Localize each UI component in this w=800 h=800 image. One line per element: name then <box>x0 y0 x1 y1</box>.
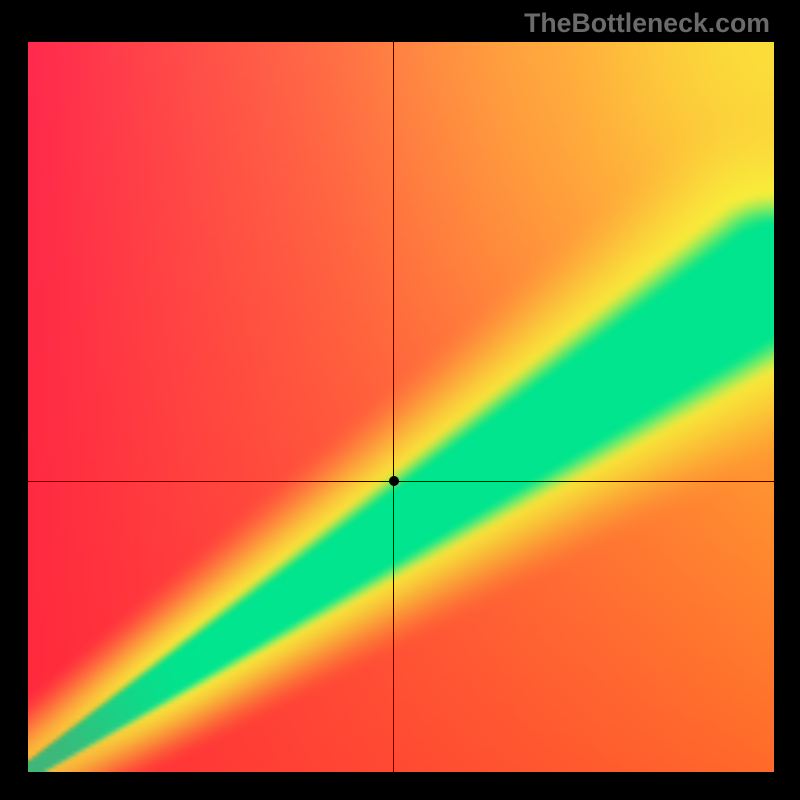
crosshair-vertical <box>393 42 394 772</box>
crosshair-marker <box>389 476 399 486</box>
crosshair-horizontal <box>28 481 774 482</box>
watermark-text: TheBottleneck.com <box>524 8 770 39</box>
bottleneck-heatmap <box>28 42 774 772</box>
